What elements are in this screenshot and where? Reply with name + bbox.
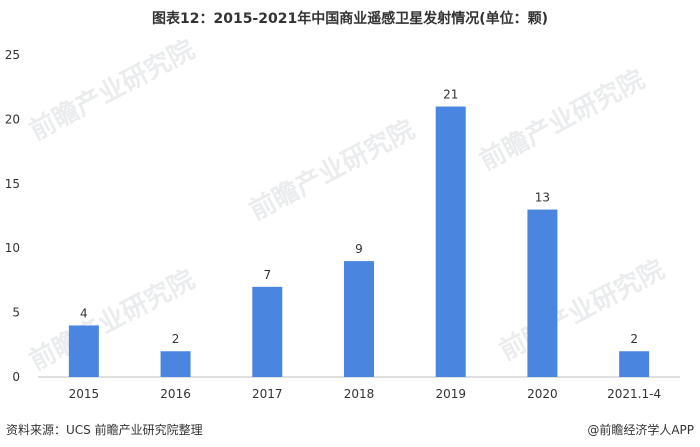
footer: 资料来源：UCS 前瞻产业研究院整理 @前瞻经济学人APP	[0, 417, 700, 447]
bar	[160, 351, 191, 377]
y-tick-label: 25	[5, 48, 20, 62]
data-label: 21	[443, 88, 458, 102]
y-tick-label: 5	[12, 306, 20, 320]
brand-label: @前瞻经济学人APP	[587, 423, 694, 437]
bar	[252, 286, 283, 377]
bar	[619, 351, 650, 377]
data-label: 2	[630, 332, 638, 346]
data-label: 9	[355, 242, 363, 256]
data-label: 7	[263, 268, 271, 282]
x-tick-label: 2019	[435, 387, 466, 401]
y-tick-label: 15	[5, 177, 20, 191]
data-label: 4	[80, 306, 88, 320]
bar	[435, 106, 466, 378]
x-tick-label: 2017	[252, 387, 283, 401]
data-label: 2	[172, 332, 180, 346]
chart-title: 图表12：2015-2021年中国商业遥感卫星发射情况(单位：颗)	[151, 11, 549, 27]
x-tick-label: 2015	[69, 387, 100, 401]
bar-chart: 0 5 10 15 20 25 4 2015 2 2016 7 2017 9 2018 21 2019 13 20…	[5, 48, 680, 401]
source-note: 资料来源：UCS 前瞻产业研究院整理	[6, 423, 203, 437]
data-label: 13	[535, 191, 550, 205]
y-tick-label: 20	[5, 112, 20, 126]
x-tick-label: 2020	[527, 387, 558, 401]
x-tick-label: 2021.1-4	[607, 387, 661, 401]
x-tick-label: 2016	[160, 387, 191, 401]
bar	[68, 325, 99, 377]
x-tick-label: 2018	[344, 387, 375, 401]
y-tick-label: 0	[12, 370, 20, 384]
bar	[344, 261, 374, 377]
bar	[527, 209, 558, 377]
y-tick-label: 10	[5, 241, 20, 255]
